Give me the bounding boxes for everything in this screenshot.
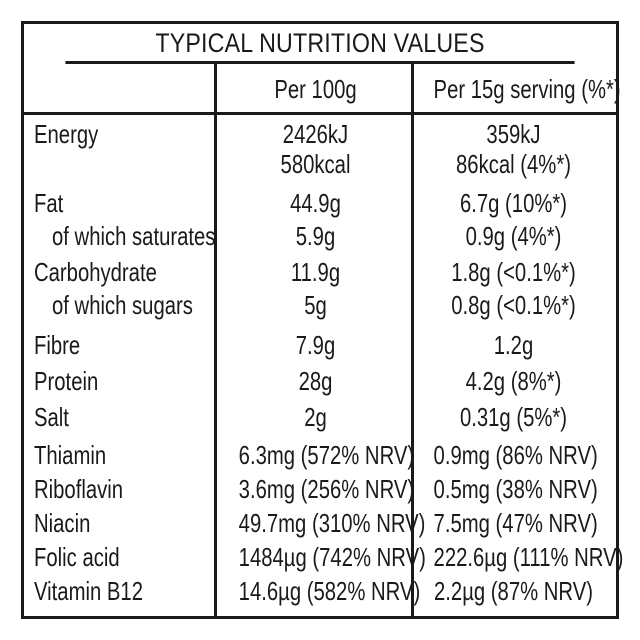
row-label-thiamin: Thiamin bbox=[34, 440, 107, 470]
row-label-salt: Salt bbox=[34, 402, 69, 432]
row-value-per100: 6.3mg (572% NRV) bbox=[238, 440, 415, 470]
row-label-fat: Fat bbox=[34, 188, 64, 218]
row-label-niacin: Niacin bbox=[34, 508, 91, 538]
row-value-serving: 1.2g bbox=[493, 330, 534, 360]
row-label-carbohydrate: Carbohydrate bbox=[34, 257, 157, 287]
row-label-folic-acid: Folic acid bbox=[34, 542, 120, 572]
header-per-100g: Per 100g bbox=[274, 74, 357, 104]
row-value-per100: 580kcal bbox=[280, 149, 351, 179]
row-value-serving: 6.7g (10%*) bbox=[459, 188, 568, 218]
row-value-per100: 5g bbox=[304, 290, 327, 320]
row-value-per100: 7.9g bbox=[295, 330, 336, 360]
row-value-serving: 359kJ bbox=[486, 119, 541, 149]
row-label-fibre: Fibre bbox=[34, 330, 81, 360]
header-per-serving: Per 15g serving (%*) bbox=[433, 74, 621, 104]
row-value-serving: 222.6µg (111% NRV) bbox=[433, 542, 624, 572]
row-label-energy: Energy bbox=[34, 119, 99, 149]
row-value-serving: 86kcal (4%*) bbox=[456, 149, 571, 179]
row-value-per100: 11.9g bbox=[290, 257, 341, 287]
column-divider-1 bbox=[214, 64, 217, 616]
row-value-serving: 1.8g (<0.1%*) bbox=[451, 257, 576, 287]
row-value-serving: 0.8g (<0.1%*) bbox=[451, 290, 576, 320]
row-value-per100: 28g bbox=[298, 366, 333, 396]
nutrition-panel: TYPICAL NUTRITION VALUES Per 100g Per 15… bbox=[21, 21, 624, 619]
row-label-vitamin-b12: Vitamin B12 bbox=[34, 576, 143, 606]
row-label-protein: Protein bbox=[34, 366, 99, 396]
row-value-serving: 0.9g (4%*) bbox=[465, 221, 562, 251]
row-label-riboflavin: Riboflavin bbox=[34, 474, 124, 504]
row-value-serving: 7.5mg (47% NRV) bbox=[433, 508, 598, 538]
row-value-per100: 2g bbox=[304, 402, 327, 432]
row-value-per100: 3.6mg (256% NRV) bbox=[238, 474, 415, 504]
row-value-serving: 4.2g (8%*) bbox=[465, 366, 562, 396]
row-value-per100: 49.7mg (310% NRV) bbox=[238, 508, 426, 538]
row-label-saturates: of which saturates bbox=[52, 221, 216, 251]
row-value-serving: 0.5mg (38% NRV) bbox=[433, 474, 598, 504]
header-row: Per 100g Per 15g serving (%*) bbox=[24, 64, 621, 115]
row-value-serving: 0.31g (5%*) bbox=[459, 402, 568, 432]
row-value-per100: 5.9g bbox=[295, 221, 336, 251]
row-value-per100: 2426kJ bbox=[282, 119, 349, 149]
column-divider-2 bbox=[411, 64, 414, 616]
nutrition-table: Per 100g Per 15g serving (%*) Energy 242… bbox=[24, 64, 624, 616]
row-value-serving: 2.2µg (87% NRV) bbox=[434, 576, 593, 606]
row-value-serving: 0.9mg (86% NRV) bbox=[433, 440, 598, 470]
row-label-sugars: of which sugars bbox=[52, 290, 193, 320]
row-value-per100: 14.6µg (582% NRV) bbox=[238, 576, 421, 606]
panel-title: TYPICAL NUTRITION VALUES bbox=[65, 24, 575, 64]
row-value-per100: 1484µg (742% NRV) bbox=[238, 542, 426, 572]
row-value-per100: 44.9g bbox=[290, 188, 341, 218]
